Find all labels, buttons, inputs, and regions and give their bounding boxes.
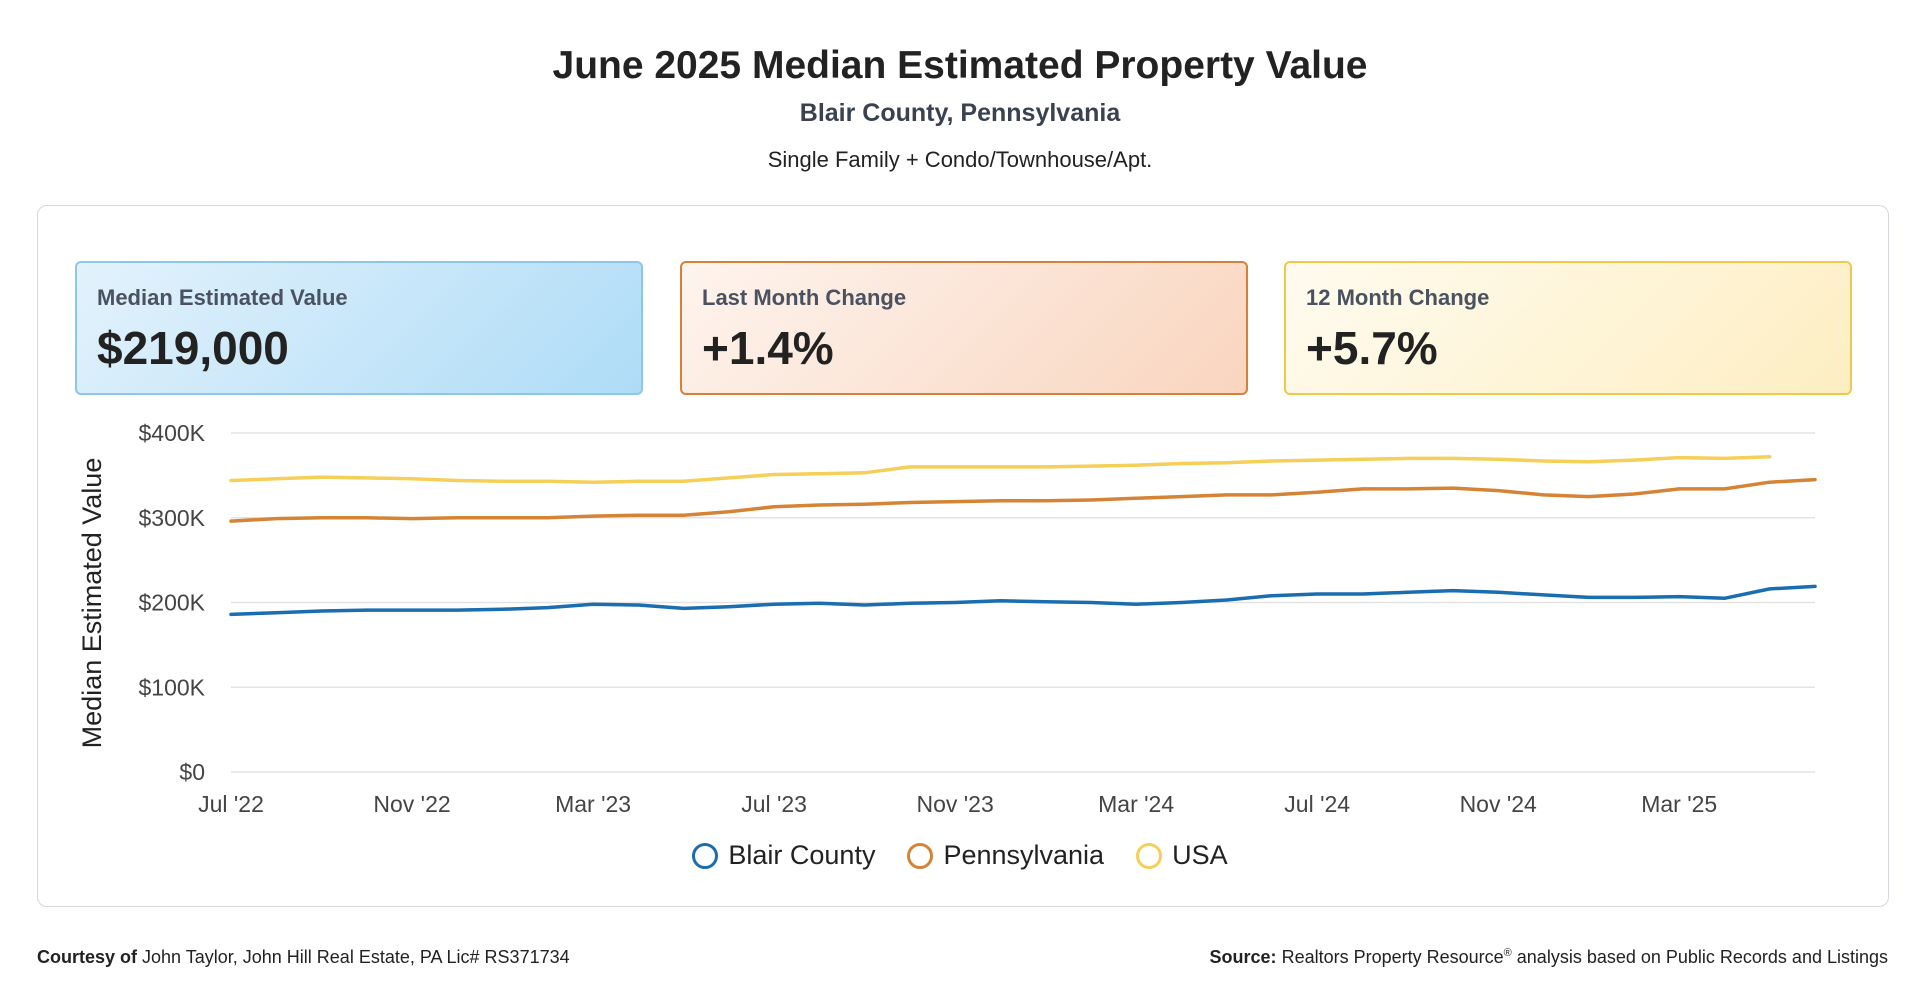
y-tick-label: $0 <box>179 759 205 785</box>
x-tick-label: Nov '22 <box>373 791 450 817</box>
series-line-usa <box>229 454 1772 484</box>
legend: Blair County Pennsylvania USA <box>0 840 1920 871</box>
legend-circle-icon <box>692 842 719 869</box>
twelve-month-change-label: 12 Month Change <box>1306 285 1490 310</box>
x-tick-label: Jul '23 <box>741 791 807 817</box>
y-tick-label: $300K <box>138 505 205 531</box>
legend-label: USA <box>1172 840 1228 870</box>
legend-label: Pennsylvania <box>943 840 1105 870</box>
legend-item-blair-county[interactable]: Blair County <box>692 840 875 871</box>
y-tick-label: $400K <box>138 420 205 446</box>
twelve-month-change-value: +5.7% <box>1306 322 1438 374</box>
location-subtitle: Blair County, Pennsylvania <box>799 99 1121 127</box>
y-axis-ticks: $0 $100K $200K $300K $400K <box>138 420 205 785</box>
source-label: Source: <box>1209 947 1277 967</box>
last-month-change-card: Last Month Change +1.4% <box>680 261 1248 395</box>
legend-item-pennsylvania[interactable]: Pennsylvania <box>907 840 1104 871</box>
courtesy-footer: Courtesy of John Taylor, John Hill Real … <box>37 947 570 968</box>
source-text-b: analysis based on Public Records and Lis… <box>1511 947 1888 967</box>
last-month-change-value: +1.4% <box>702 322 834 374</box>
series-lines <box>229 454 1817 617</box>
source-text-a: Realtors Property Resource <box>1281 947 1504 967</box>
legend-label: Blair County <box>728 840 876 870</box>
x-tick-label: Nov '24 <box>1460 791 1537 817</box>
courtesy-label: Courtesy of <box>37 947 138 967</box>
legend-circle-icon <box>907 842 934 869</box>
x-tick-label: Nov '23 <box>916 791 993 817</box>
median-value-card: Median Estimated Value $219,000 <box>75 261 643 395</box>
source-footer: Source: Realtors Property Resource® anal… <box>1210 947 1888 968</box>
x-tick-label: Jul '22 <box>198 791 264 817</box>
x-tick-label: Mar '25 <box>1641 791 1717 817</box>
median-value-label: Median Estimated Value <box>97 285 348 310</box>
y-tick-label: $200K <box>138 590 205 616</box>
y-axis-label: Median Estimated Value <box>77 458 107 749</box>
registered-mark: ® <box>1503 947 1512 959</box>
series-line-pennsylvania <box>229 477 1817 523</box>
property-type-subtitle: Single Family + Condo/Townhouse/Apt. <box>767 147 1153 172</box>
y-tick-label: $100K <box>138 674 205 700</box>
x-tick-label: Jul '24 <box>1284 791 1350 817</box>
courtesy-text: John Taylor, John Hill Real Estate, PA L… <box>142 947 570 967</box>
median-value-amount: $219,000 <box>97 322 289 374</box>
x-axis-ticks: Jul '22 Nov '22 Mar '23 Jul '23 Nov '23 Mar '… <box>198 791 1717 817</box>
series-line-blair-county <box>229 584 1817 617</box>
x-tick-label: Mar '24 <box>1098 791 1174 817</box>
x-tick-label: Mar '23 <box>555 791 631 817</box>
page-title: June 2025 Median Estimated Property Valu… <box>552 44 1368 87</box>
legend-item-usa[interactable]: USA <box>1136 840 1228 871</box>
last-month-change-label: Last Month Change <box>702 285 907 310</box>
twelve-month-change-card: 12 Month Change +5.7% <box>1284 261 1852 395</box>
legend-circle-icon <box>1136 842 1163 869</box>
